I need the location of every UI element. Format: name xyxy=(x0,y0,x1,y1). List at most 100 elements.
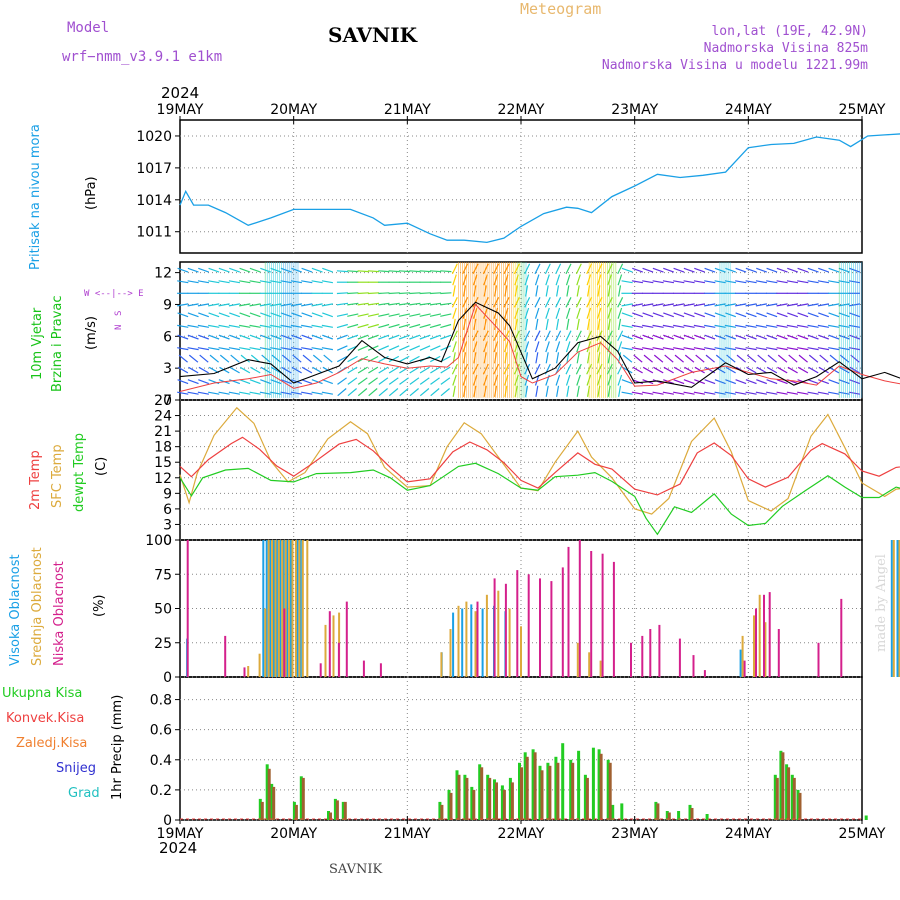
cloud-bar xyxy=(588,652,591,677)
wind-arrow xyxy=(209,354,219,363)
precip-total-bar xyxy=(597,749,601,820)
wind-arrow xyxy=(440,292,452,295)
wind-arrow xyxy=(482,363,489,375)
cloud-bar xyxy=(470,604,473,677)
wind-arrow xyxy=(321,280,334,284)
wind-arrow xyxy=(239,347,251,351)
wind-arrow xyxy=(440,388,450,397)
wind-arrow xyxy=(817,347,830,351)
wind-arrow xyxy=(177,366,189,374)
wind-arrow xyxy=(388,388,399,397)
wind-arrow xyxy=(311,379,323,385)
wind-arrow xyxy=(617,341,623,353)
wind-arrow xyxy=(807,334,819,340)
cloud-bar xyxy=(279,540,282,677)
wind-arrow xyxy=(786,303,799,307)
wind-arrow xyxy=(367,302,380,306)
wind-arrow xyxy=(187,379,199,385)
precip-hail-label: Grad xyxy=(68,786,100,801)
wind-arrow xyxy=(452,274,457,286)
wind-arrow xyxy=(631,324,644,328)
wind-arrow xyxy=(409,355,420,363)
wind-arrow xyxy=(695,354,705,363)
wind-arrow xyxy=(177,267,189,273)
wind-arrow xyxy=(322,334,334,340)
wind-arrow xyxy=(378,313,390,317)
wind-arrow xyxy=(819,354,829,363)
wind-arrow xyxy=(398,302,411,306)
cloud-bar xyxy=(578,540,581,677)
wind-arrow xyxy=(673,267,685,273)
wind-arrow xyxy=(323,354,333,363)
cloud-bar xyxy=(258,653,261,677)
wind-arrow xyxy=(302,354,312,363)
wind-arrow xyxy=(513,297,520,308)
wind-arrow xyxy=(622,354,633,363)
wind-arrow xyxy=(673,334,685,340)
cloud-bar xyxy=(281,540,284,677)
precip-conv-bar xyxy=(775,777,779,820)
wind-arrow xyxy=(368,388,378,397)
wind-arrow xyxy=(290,324,303,328)
wind-arrow xyxy=(673,366,685,374)
cloud-bar xyxy=(461,608,464,677)
wind-arrow xyxy=(545,385,549,397)
wind-arrow xyxy=(451,297,458,308)
precip-total-bar xyxy=(270,783,274,820)
pressure-line xyxy=(179,133,900,244)
wind-arrow xyxy=(693,280,706,284)
wind-arrow xyxy=(756,379,768,385)
wind-arrow xyxy=(545,307,550,319)
wind-arrow xyxy=(766,347,778,351)
cloud-bar xyxy=(777,629,780,677)
y-tick-label: 1014 xyxy=(136,193,172,209)
wind-arrow xyxy=(229,379,241,385)
cloud-bar xyxy=(649,629,652,677)
wind-arrow xyxy=(493,297,500,308)
wind-arrow xyxy=(642,312,654,318)
wind-arrow xyxy=(807,391,819,395)
wind-arrow xyxy=(642,334,654,340)
wind-arrow xyxy=(398,313,411,317)
y-tick-label: 18 xyxy=(154,440,172,456)
wind-arrow xyxy=(848,280,861,284)
wind-arrow xyxy=(219,354,230,363)
wind-arrow xyxy=(565,341,571,353)
wind-arrow xyxy=(818,312,830,318)
wind-arrow xyxy=(535,385,539,397)
wind-arrow xyxy=(807,347,819,351)
wind-arrow xyxy=(828,312,840,318)
cloud-bar xyxy=(641,635,644,677)
wind-arrow xyxy=(249,391,261,395)
wind-arrow xyxy=(208,324,220,328)
wind-arrow xyxy=(347,323,359,329)
y-tick-label: 25 xyxy=(154,636,172,652)
wind-arrow xyxy=(336,323,348,329)
wind-arrow xyxy=(565,263,572,275)
wind-speed-line xyxy=(179,301,900,388)
precip-conv-bar xyxy=(272,786,276,820)
wind-arrow xyxy=(440,345,452,351)
precip-conv-bar xyxy=(465,777,469,820)
wind-arrow xyxy=(291,312,303,318)
wind-arrow xyxy=(322,267,334,273)
wind-arrow xyxy=(336,313,349,317)
cloud-bar xyxy=(301,540,304,677)
wind-arrow xyxy=(797,303,809,307)
wind-arrow xyxy=(673,347,685,351)
wind-arrow xyxy=(745,312,757,318)
precip-conv-bar xyxy=(440,804,444,820)
wind-arrow xyxy=(556,385,560,397)
cloud-bar xyxy=(703,670,706,677)
wind-arrow xyxy=(388,270,400,273)
precip-conv-bar xyxy=(480,767,484,820)
wind-arrow xyxy=(228,280,241,284)
wind-arrow xyxy=(378,270,390,273)
wind-arrow xyxy=(776,391,788,395)
wind-arrow xyxy=(290,280,303,284)
wind-arrow xyxy=(301,267,313,273)
y-tick-label: 0 xyxy=(163,393,172,409)
wind-arrow xyxy=(704,379,716,385)
wind-arrow xyxy=(787,334,799,340)
